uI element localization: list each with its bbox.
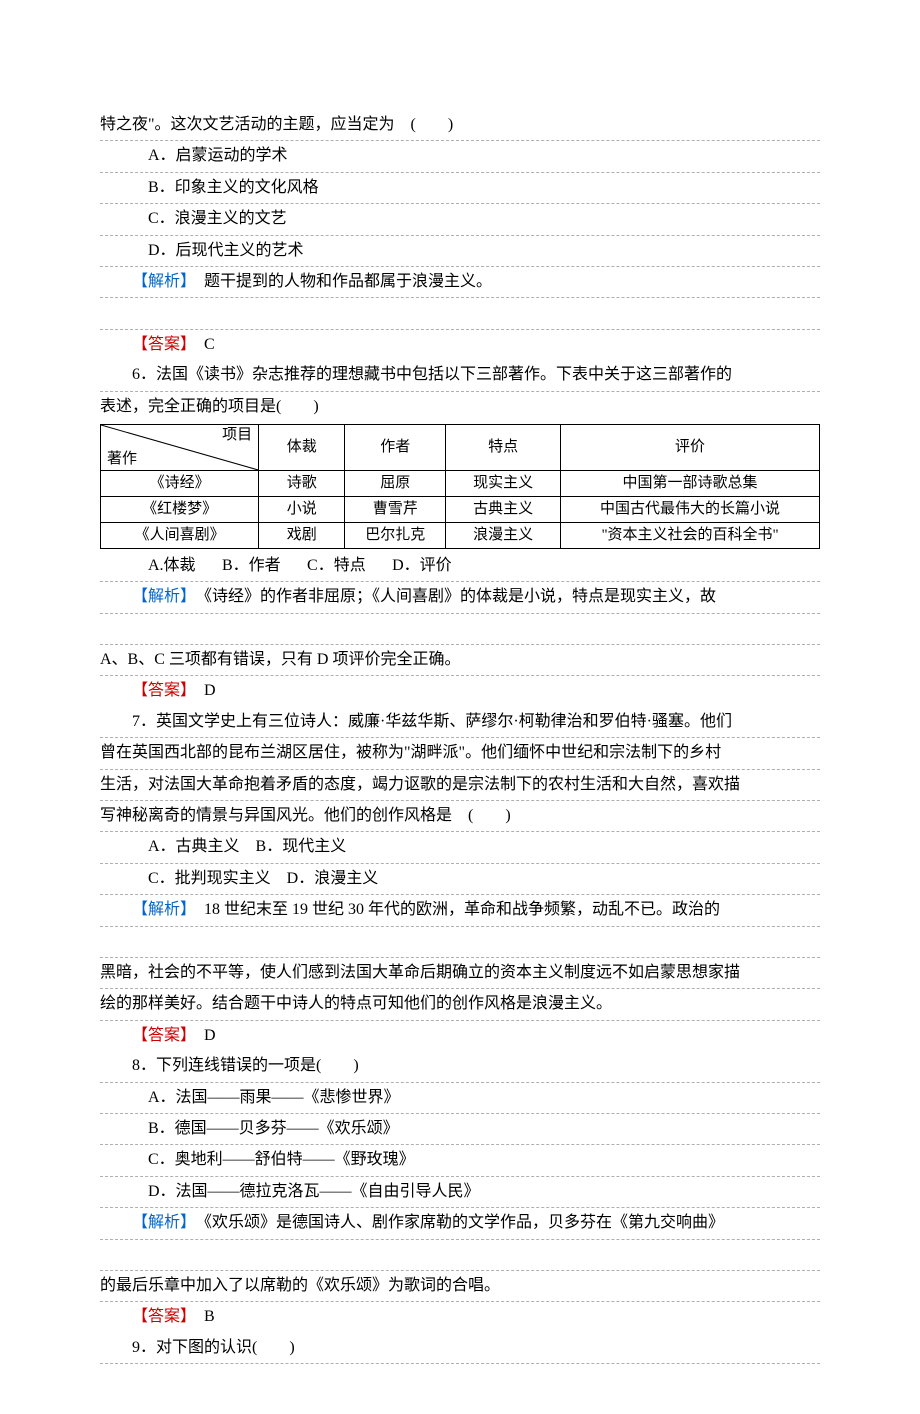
q5-answer-text: C: [188, 336, 215, 353]
q8-stem: 8．下列连线错误的一项是( ): [100, 1051, 820, 1082]
spacer-row: [100, 1240, 820, 1271]
q6-table: 项目 著作 体裁 作者 特点 评价 《诗经》 诗歌 屈原 现实主义 中国第一部诗…: [100, 424, 820, 549]
q9-stem: 9．对下图的认识( ): [100, 1333, 820, 1364]
q5-analysis: 【解析】 题干提到的人物和作品都属于浪漫主义。: [100, 267, 820, 298]
q6-option-a: A.体裁: [148, 557, 196, 574]
q7-analysis-3: 绘的那样美好。结合题干中诗人的特点可知他们的创作风格是浪漫主义。: [100, 989, 820, 1020]
td: 中国古代最伟大的长篇小说: [561, 496, 820, 522]
diag-top: 项目: [222, 425, 252, 446]
q6-stem-1: 6．法国《读书》杂志推荐的理想藏书中包括以下三部著作。下表中关于这三部著作的: [100, 360, 820, 391]
td: 诗歌: [259, 470, 345, 496]
q6-analysis-1: 【解析】 《诗经》的作者非屈原；《人间喜剧》的体裁是小说，特点是现实主义，故: [100, 582, 820, 613]
q7-options-cd: C．批判现实主义 D．浪漫主义: [100, 864, 820, 895]
td: 屈原: [345, 470, 446, 496]
td: 小说: [259, 496, 345, 522]
q6-option-d: D．评价: [392, 557, 452, 574]
q6-stem-2: 表述，完全正确的项目是( ): [100, 392, 820, 422]
analysis-label: 【解析】: [132, 273, 188, 290]
q5-option-a: A．启蒙运动的学术: [100, 141, 820, 172]
q8-option-a: A．法国——雨果——《悲惨世界》: [100, 1083, 820, 1114]
spacer-row: [100, 298, 820, 329]
td: 中国第一部诗歌总集: [561, 470, 820, 496]
q7-stem-2: 曾在英国西北部的昆布兰湖区居住，被称为"湖畔派"。他们缅怀中世纪和宗法制下的乡村: [100, 738, 820, 769]
question-6: 6．法国《读书》杂志推荐的理想藏书中包括以下三部著作。下表中关于这三部著作的 表…: [100, 360, 820, 707]
td: 浪漫主义: [446, 522, 561, 548]
q5-option-b: B．印象主义的文化风格: [100, 173, 820, 204]
q8-analysis-1: 【解析】 《欢乐颂》是德国诗人、剧作家席勒的文学作品，贝多芬在《第九交响曲》: [100, 1208, 820, 1239]
diag-bot: 著作: [107, 449, 137, 470]
table-diag-header: 项目 著作: [101, 424, 259, 470]
td: 《人间喜剧》: [101, 522, 259, 548]
q5-option-c: C．浪漫主义的文艺: [100, 204, 820, 235]
question-7: 7．英国文学史上有三位诗人：威廉·华兹华斯、萨缪尔·柯勒律治和罗伯特·骚塞。他们…: [100, 707, 820, 1051]
analysis-label: 【解析】: [132, 588, 188, 605]
q7-stem-4: 写神秘离奇的情景与异国风光。他们的创作风格是 ( ): [100, 801, 820, 832]
th-4: 评价: [561, 424, 820, 470]
answer-label: 【答案】: [132, 1027, 188, 1044]
q6-analysis-text-1: 《诗经》的作者非屈原；《人间喜剧》的体裁是小说，特点是现实主义，故: [188, 588, 716, 605]
analysis-label: 【解析】: [132, 1214, 188, 1231]
q7-analysis-text-1: 18 世纪末至 19 世纪 30 年代的欧洲，革命和战争频繁，动乱不已。政治的: [188, 901, 720, 918]
analysis-label: 【解析】: [132, 901, 188, 918]
answer-label: 【答案】: [132, 1308, 188, 1325]
spacer-row: [100, 614, 820, 645]
q7-analysis-1: 【解析】 18 世纪末至 19 世纪 30 年代的欧洲，革命和战争频繁，动乱不已…: [100, 895, 820, 926]
table-row: 《诗经》 诗歌 屈原 现实主义 中国第一部诗歌总集: [101, 470, 820, 496]
q8-answer-text: B: [188, 1308, 215, 1325]
table-row: 《红楼梦》 小说 曹雪芹 古典主义 中国古代最伟大的长篇小说: [101, 496, 820, 522]
q7-answer-text: D: [188, 1027, 216, 1044]
q6-analysis-2: A、B、C 三项都有错误，只有 D 项评价完全正确。: [100, 645, 820, 676]
answer-label: 【答案】: [132, 682, 188, 699]
spacer-row: [100, 927, 820, 958]
q6-answer: 【答案】 D: [100, 676, 820, 706]
q7-options-ab: A．古典主义 B．现代主义: [100, 832, 820, 863]
td: 《红楼梦》: [101, 496, 259, 522]
th-3: 特点: [446, 424, 561, 470]
q5-answer: 【答案】 C: [100, 330, 820, 360]
table-header-row: 项目 著作 体裁 作者 特点 评价: [101, 424, 820, 470]
table-row: 《人间喜剧》 戏剧 巴尔扎克 浪漫主义 "资本主义社会的百科全书": [101, 522, 820, 548]
q5-analysis-text: 题干提到的人物和作品都属于浪漫主义。: [188, 273, 492, 290]
q7-answer: 【答案】 D: [100, 1021, 820, 1051]
td: 《诗经》: [101, 470, 259, 496]
q6-option-c: C．特点: [307, 557, 366, 574]
td: 巴尔扎克: [345, 522, 446, 548]
td: 曹雪芹: [345, 496, 446, 522]
q8-option-c: C．奥地利——舒伯特——《野玫瑰》: [100, 1145, 820, 1176]
q7-stem-1: 7．英国文学史上有三位诗人：威廉·华兹华斯、萨缪尔·柯勒律治和罗伯特·骚塞。他们: [100, 707, 820, 738]
q8-analysis-2: 的最后乐章中加入了以席勒的《欢乐颂》为歌词的合唱。: [100, 1271, 820, 1302]
question-9: 9．对下图的认识( ): [100, 1333, 820, 1364]
q6-answer-text: D: [188, 682, 216, 699]
question-5: 特之夜"。这次文艺活动的主题，应当定为 ( ) A．启蒙运动的学术 B．印象主义…: [100, 110, 820, 360]
th-2: 作者: [345, 424, 446, 470]
q6-option-b: B．作者: [222, 557, 281, 574]
question-8: 8．下列连线错误的一项是( ) A．法国——雨果——《悲惨世界》 B．德国——贝…: [100, 1051, 820, 1333]
q7-analysis-2: 黑暗，社会的不平等，使人们感到法国大革命后期确立的资本主义制度远不如启蒙思想家描: [100, 958, 820, 989]
q8-analysis-text-1: 《欢乐颂》是德国诗人、剧作家席勒的文学作品，贝多芬在《第九交响曲》: [188, 1214, 724, 1231]
q8-answer: 【答案】 B: [100, 1302, 820, 1332]
q5-option-d: D．后现代主义的艺术: [100, 236, 820, 267]
answer-label: 【答案】: [132, 336, 188, 353]
td: "资本主义社会的百科全书": [561, 522, 820, 548]
q8-option-b: B．德国——贝多芬——《欢乐颂》: [100, 1114, 820, 1145]
q5-stem-cont: 特之夜"。这次文艺活动的主题，应当定为 ( ): [100, 110, 820, 141]
q7-stem-3: 生活，对法国大革命抱着矛盾的态度，竭力讴歌的是宗法制下的农村生活和大自然，喜欢描: [100, 770, 820, 801]
td: 戏剧: [259, 522, 345, 548]
q6-options: A.体裁 B．作者 C．特点 D．评价: [100, 551, 820, 582]
td: 现实主义: [446, 470, 561, 496]
q8-option-d: D．法国——德拉克洛瓦——《自由引导人民》: [100, 1177, 820, 1208]
th-1: 体裁: [259, 424, 345, 470]
td: 古典主义: [446, 496, 561, 522]
